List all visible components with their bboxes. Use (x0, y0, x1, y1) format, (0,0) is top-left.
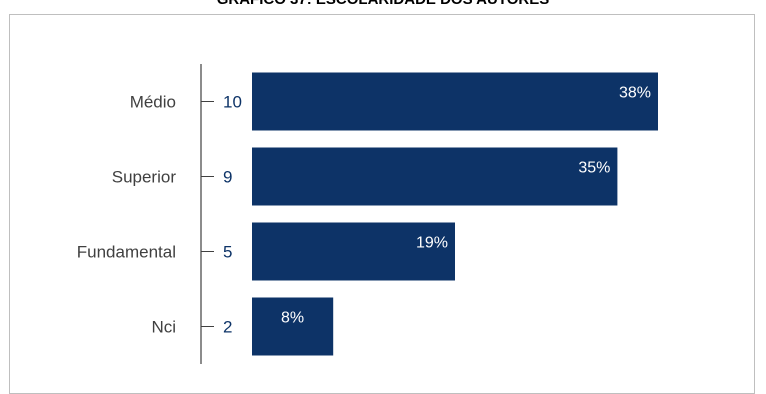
value-label: 9 (223, 168, 232, 187)
value-label: 5 (223, 243, 232, 262)
category-label: Fundamental (77, 243, 176, 262)
chart-title: GRÁFICO 37: ESCOLARIDADE DOS AUTORES (0, 0, 766, 8)
bar-fundamental (252, 222, 455, 281)
bar-superior (252, 147, 618, 206)
category-label: Médio (130, 93, 176, 112)
bar-nci (252, 297, 334, 356)
bar-médio (252, 72, 658, 131)
percent-label: 8% (281, 310, 304, 327)
percent-label: 35% (578, 160, 610, 177)
percent-label: 19% (416, 235, 448, 252)
category-label: Superior (112, 168, 177, 187)
percent-label: 38% (619, 85, 651, 102)
value-label: 2 (223, 318, 232, 337)
value-label: 10 (223, 93, 242, 112)
category-label: Nci (151, 318, 176, 337)
